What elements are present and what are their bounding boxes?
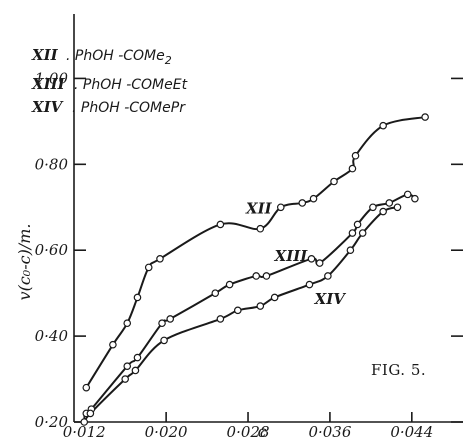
point-xii	[256, 224, 265, 233]
point-xiii	[158, 319, 166, 328]
point-xii	[330, 177, 338, 186]
legend-numeral-xii: XII	[31, 46, 59, 64]
point-xiii	[133, 353, 142, 362]
series-label-xii: XII	[245, 200, 273, 218]
y-axis-title: v(c₀-c)/m.	[15, 224, 34, 301]
point-xiv	[131, 366, 140, 375]
figure-label: FIG. 5.	[371, 361, 426, 379]
point-xii	[216, 220, 225, 229]
point-xiv	[216, 315, 225, 323]
series-label-xiii: XIII	[274, 247, 309, 265]
y-tick-label: 0·20	[35, 413, 69, 431]
point-xiv	[346, 246, 355, 255]
point-xiv	[379, 207, 387, 216]
series-labels: XII XIII XIV	[245, 200, 346, 308]
series-points	[80, 113, 429, 426]
point-xiii	[385, 199, 394, 207]
point-xiii	[211, 289, 220, 297]
point-xiv	[305, 280, 314, 289]
point-xiii	[315, 259, 324, 267]
legend-text-xiii: . PhOH -COMeEt	[74, 77, 188, 93]
point-xii	[298, 199, 307, 207]
point-xii	[276, 203, 285, 212]
legend-text-xiv: . PhOH -COMePr	[72, 100, 186, 116]
point-xii	[156, 254, 164, 263]
point-xiv	[160, 336, 168, 345]
x-axis-title: c	[258, 422, 267, 439]
point-xiv	[86, 409, 95, 418]
point-xiii	[166, 315, 175, 323]
curve-xii	[85, 116, 426, 389]
x-tick-label: 0·036	[308, 423, 351, 439]
point-xiv	[80, 418, 89, 426]
point-xiii	[262, 272, 271, 280]
point-xii	[82, 383, 91, 392]
y-tick-label: 1·00	[35, 69, 69, 87]
point-xiv	[324, 272, 332, 280]
point-xiv	[256, 302, 265, 310]
point-xiv	[393, 203, 402, 212]
point-xii	[309, 194, 318, 203]
point-xiii	[123, 362, 132, 370]
x-tick-label: 0·020	[145, 423, 188, 439]
legend-numeral-xiii: XIII	[31, 75, 66, 93]
y-tick-label: 0·80	[35, 155, 69, 173]
series-label-xiv: XIV	[314, 290, 347, 308]
y-tick-label: 0·60	[35, 241, 69, 259]
point-xii	[379, 121, 387, 130]
point-xii	[123, 319, 132, 328]
point-xiv	[358, 229, 367, 237]
point-xiii	[403, 190, 412, 199]
legend-text-xii-sub: 2	[165, 54, 172, 67]
point-xii	[144, 263, 153, 272]
point-xiv	[233, 306, 242, 315]
legend-numeral-xiv: XIV	[31, 98, 64, 116]
point-xiii	[369, 203, 377, 212]
x-tick-label: 0·028	[227, 423, 270, 439]
y-tick-label: 0·40	[35, 327, 69, 345]
point-xii	[109, 340, 117, 349]
point-xii	[421, 113, 429, 121]
point-xiii	[353, 220, 362, 229]
point-xii	[351, 151, 360, 160]
point-xiv	[270, 293, 279, 302]
tick-labels: 0·20 0·40 0·60 0·80 1·00 0·012 0·020 0·028 0·036…	[35, 69, 434, 439]
x-tick-label: 0·012	[63, 423, 106, 439]
legend-text-xii-main: . PhOH -COMe	[66, 48, 165, 64]
point-xii	[348, 164, 357, 173]
legend: XII . PhOH -COMe2 XIII . PhOH -COMeEt XI…	[31, 46, 188, 116]
point-xiii	[348, 229, 357, 237]
point-xiii	[307, 254, 316, 263]
point-xiii	[225, 280, 234, 289]
point-xiv	[121, 375, 129, 383]
point-xii	[133, 293, 142, 302]
legend-text-xii: . PhOH -COMe2	[66, 48, 172, 67]
axes	[73, 14, 463, 423]
x-tick-label: 0·044	[390, 423, 433, 439]
point-xiii	[252, 272, 261, 280]
point-xiii	[411, 194, 419, 203]
